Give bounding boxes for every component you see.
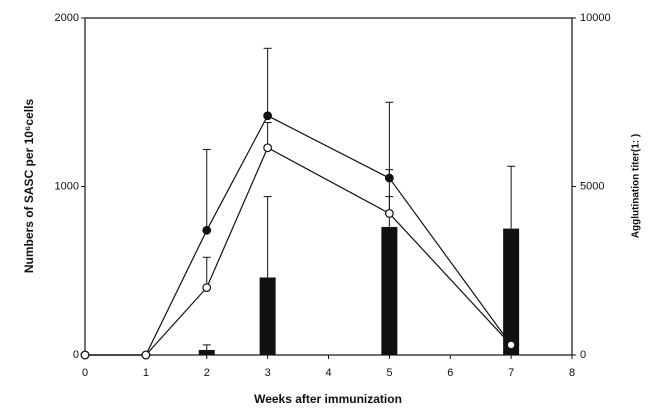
- bar: [381, 226, 398, 355]
- x-tick-label: 6: [447, 367, 453, 379]
- marker: [384, 173, 394, 183]
- x-tick-label: 4: [325, 367, 331, 379]
- y-axis-label: Numbers of SASC per 10⁶cells: [22, 99, 36, 274]
- line: [85, 114, 512, 356]
- marker: [202, 225, 212, 235]
- marker: [263, 143, 273, 153]
- bar: [503, 228, 520, 355]
- x-tick-label: 2: [204, 367, 210, 379]
- marker: [384, 209, 394, 218]
- plot-frame: [84, 17, 573, 356]
- y-tick-label: 2000: [55, 12, 79, 24]
- marker: [202, 283, 212, 293]
- bar: [198, 349, 215, 355]
- x-tick-label: 7: [508, 367, 514, 379]
- bar: [259, 277, 276, 355]
- y2-tick-label: 5000: [580, 180, 604, 192]
- y-tick-label: 0: [73, 349, 79, 361]
- y2-tick-label: 0: [580, 349, 586, 361]
- marker: [263, 111, 273, 121]
- x-axis-label: Weeks after immunization: [254, 392, 402, 406]
- x-tick-label: 8: [569, 367, 575, 379]
- x-tick-label: 1: [143, 367, 149, 379]
- y2-axis-label: Agglutination titer(1: ): [631, 134, 642, 238]
- y2-tick-label: 10000: [580, 12, 611, 24]
- marker: [506, 340, 516, 350]
- x-tick-label: 0: [82, 367, 88, 379]
- x-tick-label: 3: [265, 367, 271, 379]
- x-tick-label: 5: [386, 367, 392, 379]
- marker: [80, 350, 90, 360]
- y-tick-label: 1000: [55, 180, 79, 192]
- marker: [141, 350, 151, 360]
- line: [85, 146, 512, 356]
